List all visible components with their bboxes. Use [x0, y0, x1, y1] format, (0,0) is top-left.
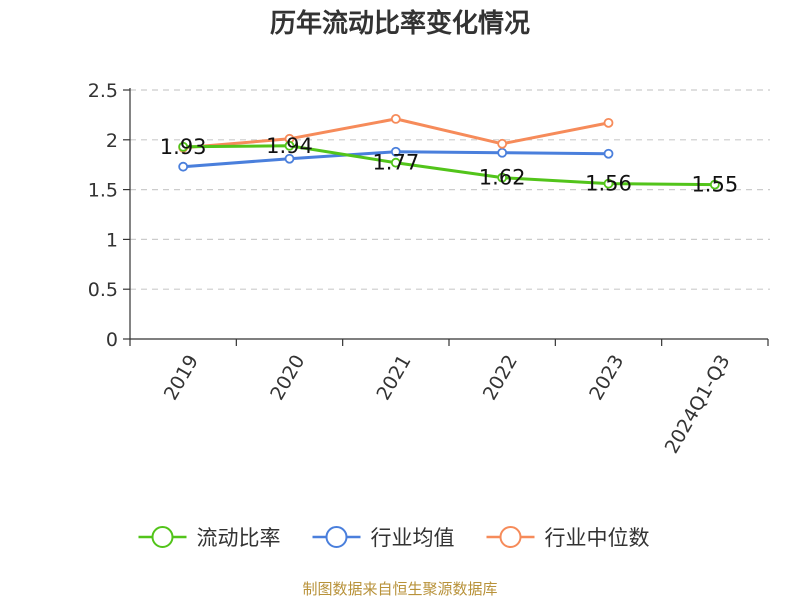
legend-swatch-marker: [499, 526, 522, 548]
legend-label: 流动比率: [197, 526, 281, 550]
data-point: [709, 179, 720, 190]
y-tick-label: 2: [106, 130, 118, 152]
legend-swatch-marker: [151, 526, 174, 548]
legend-swatch-marker: [325, 526, 348, 548]
series-layer: [178, 113, 720, 190]
data-label: 1.77: [372, 151, 419, 175]
y-tick-label: 1.5: [88, 180, 118, 202]
data-label: 1.56: [585, 172, 632, 196]
data-point: [284, 153, 295, 164]
y-tick-label: 2.5: [88, 80, 118, 102]
data-point: [497, 172, 508, 183]
data-label: 1.93: [160, 135, 207, 159]
series-line: [183, 144, 715, 187]
data-point: [390, 113, 401, 124]
x-tick-label: 2021: [372, 351, 415, 404]
legend-item[interactable]: 流动比率: [138, 526, 281, 550]
data-labels: 1.93 1.94 1.77 1.62 1.56 1.55: [160, 134, 738, 197]
data-point: [390, 146, 401, 157]
legend-label: 行业中位数: [545, 526, 650, 550]
data-point: [603, 178, 614, 189]
chart-title: 历年流动比率变化情况: [270, 8, 530, 39]
data-label: 1.94: [266, 134, 313, 158]
legend-item[interactable]: 行业中位数: [486, 526, 650, 550]
y-tick-label: 0.5: [88, 279, 118, 301]
data-point: [284, 140, 295, 151]
y-tick-label: 1: [106, 229, 118, 251]
legend-item[interactable]: 行业均值: [312, 526, 455, 550]
x-tick-label: 2019: [160, 351, 203, 404]
x-tick-label: 2023: [585, 351, 628, 404]
legend[interactable]: 流动比率 行业均值 行业中位数: [138, 526, 650, 550]
data-point: [390, 157, 401, 168]
data-point: [603, 117, 614, 128]
data-point: [178, 141, 189, 152]
data-point: [497, 138, 508, 149]
source-note: 制图数据来自恒生聚源数据库: [302, 580, 497, 598]
grid-lines: [130, 89, 770, 290]
x-tick-label: 2020: [266, 351, 309, 404]
legend-label: 行业均值: [371, 526, 455, 550]
y-tick-label: 0: [106, 329, 118, 351]
x-tick-label: 2022: [479, 351, 522, 404]
data-label: 1.62: [479, 166, 526, 190]
data-point: [497, 147, 508, 158]
data-point: [178, 161, 189, 172]
x-tick-label: 2024Q1-Q3: [661, 351, 735, 457]
data-label: 1.55: [691, 173, 738, 197]
data-point: [603, 148, 614, 159]
